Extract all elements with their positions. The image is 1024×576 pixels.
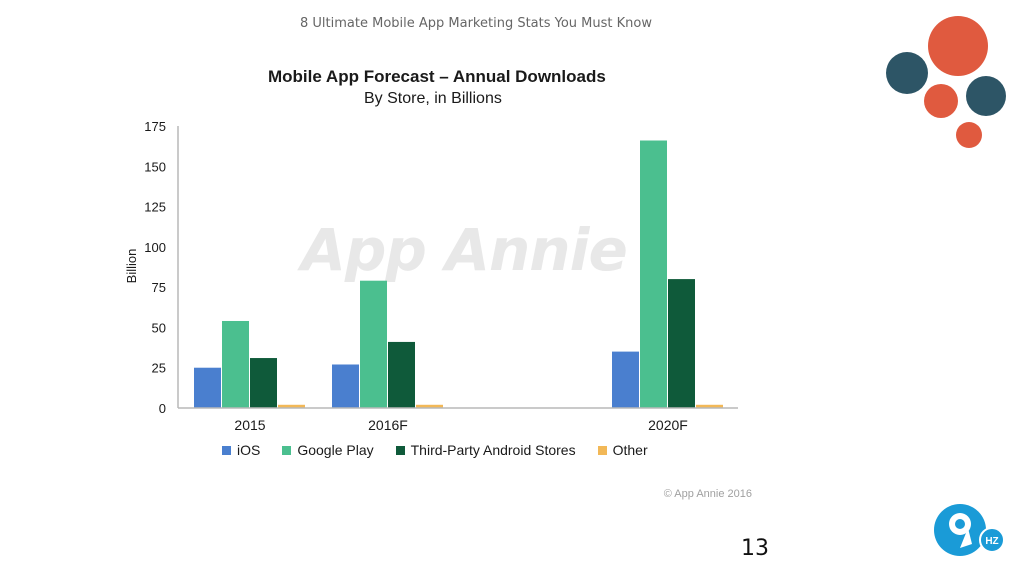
- legend-swatch: [222, 445, 231, 455]
- legend-label: Google Play: [297, 442, 374, 458]
- bar-third-party-android-stores-2015: [250, 358, 277, 408]
- legend-swatch: [597, 445, 607, 455]
- chart-copyright: © App Annie 2016: [663, 488, 752, 500]
- y-tick-label: 100: [144, 240, 166, 255]
- x-tick-label: 2016F: [368, 417, 408, 433]
- deco-circle-red-small: [956, 122, 982, 148]
- y-tick-label: 50: [152, 320, 166, 335]
- deco-circle-red-large: [928, 16, 988, 76]
- bar-other-2016f: [416, 404, 443, 408]
- deco-circle-navy-left: [886, 52, 928, 94]
- bar-google-play-2015: [222, 320, 249, 408]
- y-tick-label: 125: [144, 200, 166, 215]
- bar-other-2015: [278, 404, 305, 408]
- chart-panel: App Annie Mobile App Forecast – Annual D…: [96, 56, 798, 514]
- legend-swatch: [395, 445, 405, 455]
- bar-other-2020f: [696, 404, 723, 408]
- bar-ios-2016f: [332, 364, 359, 408]
- legend-item: iOS: [222, 442, 260, 458]
- y-tick-label: 175: [144, 119, 166, 134]
- svg-text:HZ: HZ: [985, 536, 998, 547]
- legend-label: iOS: [237, 442, 261, 458]
- y-tick-label: 75: [152, 280, 166, 295]
- bar-third-party-android-stores-2016f: [388, 341, 415, 408]
- y-axis-label: Billion: [124, 249, 139, 284]
- y-tick-label: 150: [144, 159, 166, 174]
- bar-chart: 0 25 50 75 100 125 150 175 2015 2016F 2020F Billi…: [124, 119, 738, 433]
- chart-legend: iOS Google Play Third-Party Android Stores…: [222, 442, 648, 458]
- x-tick-label: 2015: [234, 417, 265, 433]
- legend-label: Other: [612, 442, 648, 458]
- bar-third-party-android-stores-2020f: [668, 279, 695, 408]
- bar-ios-2020f: [612, 351, 639, 408]
- bar-google-play-2016f: [360, 280, 387, 408]
- legend-swatch: [282, 445, 292, 455]
- y-tick-label: 25: [152, 361, 166, 376]
- x-tick-label: 2020F: [648, 417, 688, 433]
- chart-subtitle: By Store, in Billions: [364, 90, 502, 107]
- legend-item: Third-Party Android Stores: [395, 442, 576, 458]
- chart-watermark: App Annie: [301, 216, 628, 284]
- deco-circle-red-mid: [924, 84, 958, 118]
- legend-label: Third-Party Android Stores: [410, 442, 576, 458]
- slide-header: 8 Ultimate Mobile App Marketing Stats Yo…: [300, 16, 652, 31]
- y-tick-label: 0: [159, 401, 166, 416]
- deco-circle-navy-right: [966, 76, 1006, 116]
- brand-logo-icon: HZ: [934, 504, 1005, 556]
- page-number: 13: [741, 536, 769, 561]
- legend-item: Other: [597, 442, 648, 458]
- bar-google-play-2020f: [640, 140, 667, 408]
- bar-ios-2015: [194, 367, 221, 408]
- legend-item: Google Play: [282, 442, 374, 458]
- chart-title: Mobile App Forecast – Annual Downloads: [268, 67, 606, 86]
